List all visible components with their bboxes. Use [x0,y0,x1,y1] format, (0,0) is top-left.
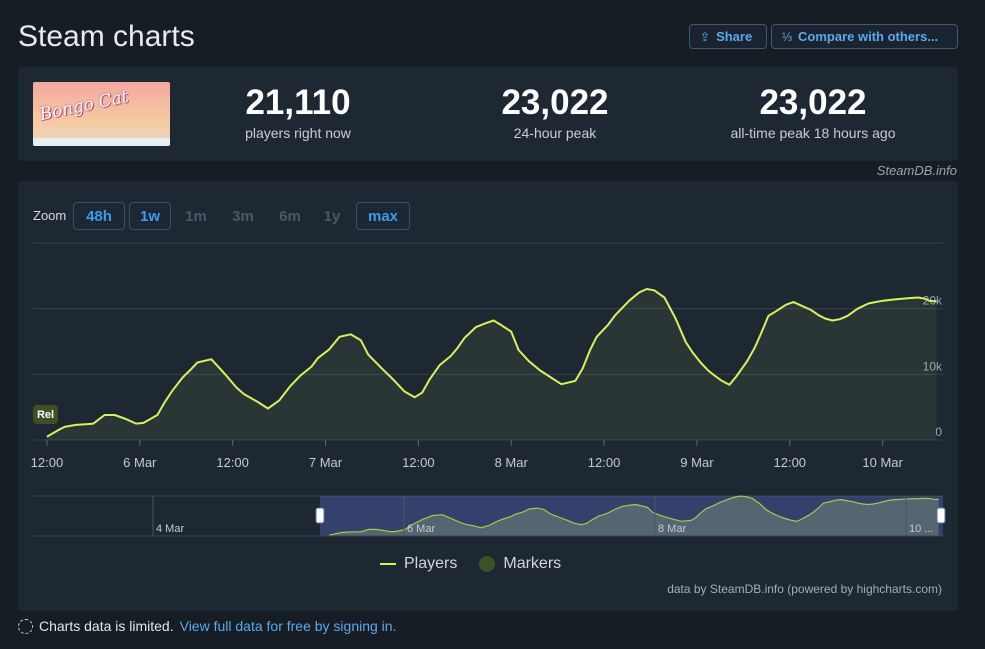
game-thumbnail[interactable]: Bongo Cat [33,82,170,146]
x-tick-label: 10 Mar [862,455,903,470]
y-tick-label: 0 [935,425,942,439]
share-icon: ⇪ [700,29,711,44]
players-line-swatch [380,563,396,565]
legend-markers-label: Markers [503,555,562,572]
current-players-label: players right now [245,125,351,141]
share-label: Share [716,29,753,44]
share-button[interactable]: ⇪ Share [689,24,767,49]
x-tick-label: 7 Mar [309,455,343,470]
limited-data-notice: Charts data is limited. View full data f… [18,618,396,634]
navigator-handle [936,507,946,524]
peak-24h-stat: 23,022 24-hour peak [475,83,635,141]
navigator-handle [315,507,325,524]
x-tick-label: 8 Mar [495,455,529,470]
zoom-1m-button[interactable]: 1m [185,207,207,225]
navigator-area [329,496,939,536]
zoom-3m-button[interactable]: 3m [232,207,254,225]
compare-button[interactable]: ⅓ Compare with others... [771,24,958,49]
powered-by-text: data by SteamDB.info (powered by highcha… [667,582,942,596]
steamdb-credit: SteamDB.info [876,163,957,178]
zoom-max-button[interactable]: max [356,202,410,230]
chart-panel: Zoom 48h 1w 1m 3m 6m 1y max [18,181,958,611]
x-tick-label: 12:00 [31,455,64,470]
x-tick-label: 12:00 [588,455,621,470]
stats-panel: Bongo Cat 21,110 players right now 23,02… [18,67,958,161]
x-tick-label: 12:00 [774,455,807,470]
thumbnail-taskbar [33,138,170,146]
current-players-stat: 21,110 players right now [218,83,378,141]
navigator-tick-label: 10 ... [909,523,933,535]
navigator-line [329,495,939,536]
legend-item-markers[interactable]: Markers [479,555,561,573]
marker-rel [33,405,58,424]
navigator-tick-label: 8 Mar [658,523,686,535]
zoom-1w-button[interactable]: 1w [129,202,171,230]
compare-icon: ⅓ [782,29,793,44]
chart-legend: Players Markers [380,555,561,573]
notice-text: Charts data is limited. [39,618,174,634]
marker-rel-label: Rel [37,409,54,421]
navigator-selection [320,496,943,536]
y-tick-label: 10k [923,359,943,373]
markers-dot-swatch [479,556,496,572]
game-logo: Bongo Cat [37,86,131,126]
current-players-value: 21,110 [245,83,351,122]
navigator-tick-label: 6 Mar [407,523,435,535]
legend-players-label: Players [404,555,458,572]
x-tick-label: 6 Mar [123,455,157,470]
zoom-label: Zoom [33,208,67,223]
peak-24h-value: 23,022 [501,83,609,122]
alltime-peak-value: 23,022 [759,83,867,122]
players-line [46,288,937,438]
page-title: Steam charts [18,20,195,53]
x-tick-label: 12:00 [216,455,249,470]
zoom-48h-button[interactable]: 48h [73,202,125,230]
alltime-peak-stat: 23,022 all-time peak 18 hours ago [698,83,928,141]
navigator-tick-label: 4 Mar [156,523,184,535]
zoom-6m-button[interactable]: 6m [279,207,301,225]
x-tick-label: 12:00 [402,455,435,470]
navigator-background [33,496,943,536]
compare-label: Compare with others... [798,29,939,44]
loading-spinner-icon [18,618,33,634]
peak-24h-label: 24-hour peak [513,125,597,141]
legend-item-players[interactable]: Players [380,555,457,573]
zoom-1y-button[interactable]: 1y [323,207,341,225]
x-tick-label: 9 Mar [680,455,714,470]
alltime-peak-label: all-time peak 18 hours ago [730,125,896,141]
sign-in-link[interactable]: View full data for free by signing in. [179,618,397,634]
players-area [46,289,937,440]
